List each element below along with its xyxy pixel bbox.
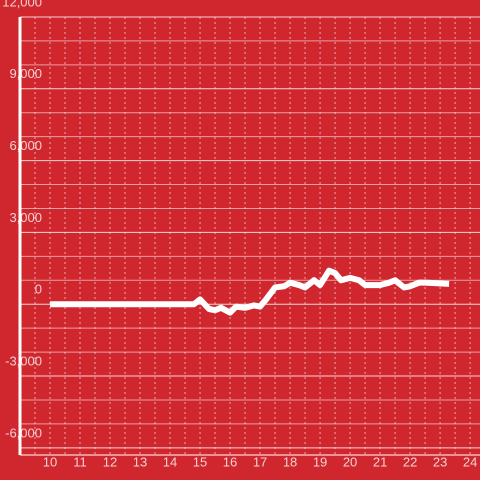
x-tick-label: 24 <box>463 454 477 469</box>
x-tick-label: 18 <box>283 454 297 469</box>
y-tick-label: 6,000 <box>9 138 42 153</box>
x-tick-label: 23 <box>433 454 447 469</box>
x-tick-label: 21 <box>373 454 387 469</box>
x-tick-label: 14 <box>163 454 177 469</box>
x-tick-label: 16 <box>223 454 237 469</box>
x-tick-label: 12 <box>103 454 117 469</box>
y-tick-label: 3,000 <box>9 210 42 225</box>
y-tick-label: -6,000 <box>5 425 42 440</box>
x-tick-label: 19 <box>313 454 327 469</box>
y-tick-label: 12,000 <box>2 0 42 9</box>
y-tick-label: -3,000 <box>5 353 42 368</box>
x-tick-label: 13 <box>133 454 147 469</box>
line <box>50 267 450 316</box>
x-tick-label: 15 <box>193 454 207 469</box>
x-tick-label: 22 <box>403 454 417 469</box>
x-tick-label: 20 <box>343 454 357 469</box>
y-tick-label: 9,000 <box>9 66 42 81</box>
y-tick-label: 0 <box>35 282 42 297</box>
x-tick-label: 11 <box>73 454 87 469</box>
x-tick-label: 17 <box>253 454 267 469</box>
x-tick-label: 10 <box>43 454 57 469</box>
